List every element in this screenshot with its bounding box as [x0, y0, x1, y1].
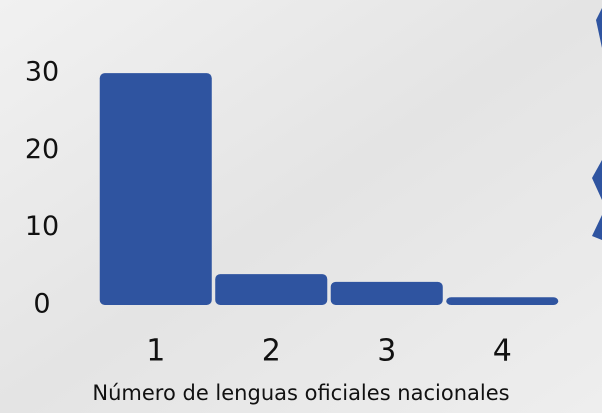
- bar: [215, 274, 328, 305]
- x-tick-label: 3: [377, 334, 396, 369]
- x-axis-label: Número de lenguas oficiales nacionales: [92, 381, 509, 405]
- bar: [99, 73, 212, 305]
- decoration: [592, 215, 602, 240]
- x-tick-label: 2: [262, 334, 281, 369]
- decoration: [592, 160, 602, 200]
- x-tick-label: 1: [146, 334, 165, 369]
- y-tick-label: 10: [25, 211, 59, 242]
- bar: [330, 281, 443, 305]
- y-tick-label: 30: [25, 57, 59, 88]
- decoration: [596, 8, 602, 48]
- y-tick-label: 20: [25, 134, 59, 165]
- x-tick-label: 4: [493, 334, 512, 369]
- y-tick-label: 0: [33, 289, 50, 320]
- bar: [446, 297, 559, 305]
